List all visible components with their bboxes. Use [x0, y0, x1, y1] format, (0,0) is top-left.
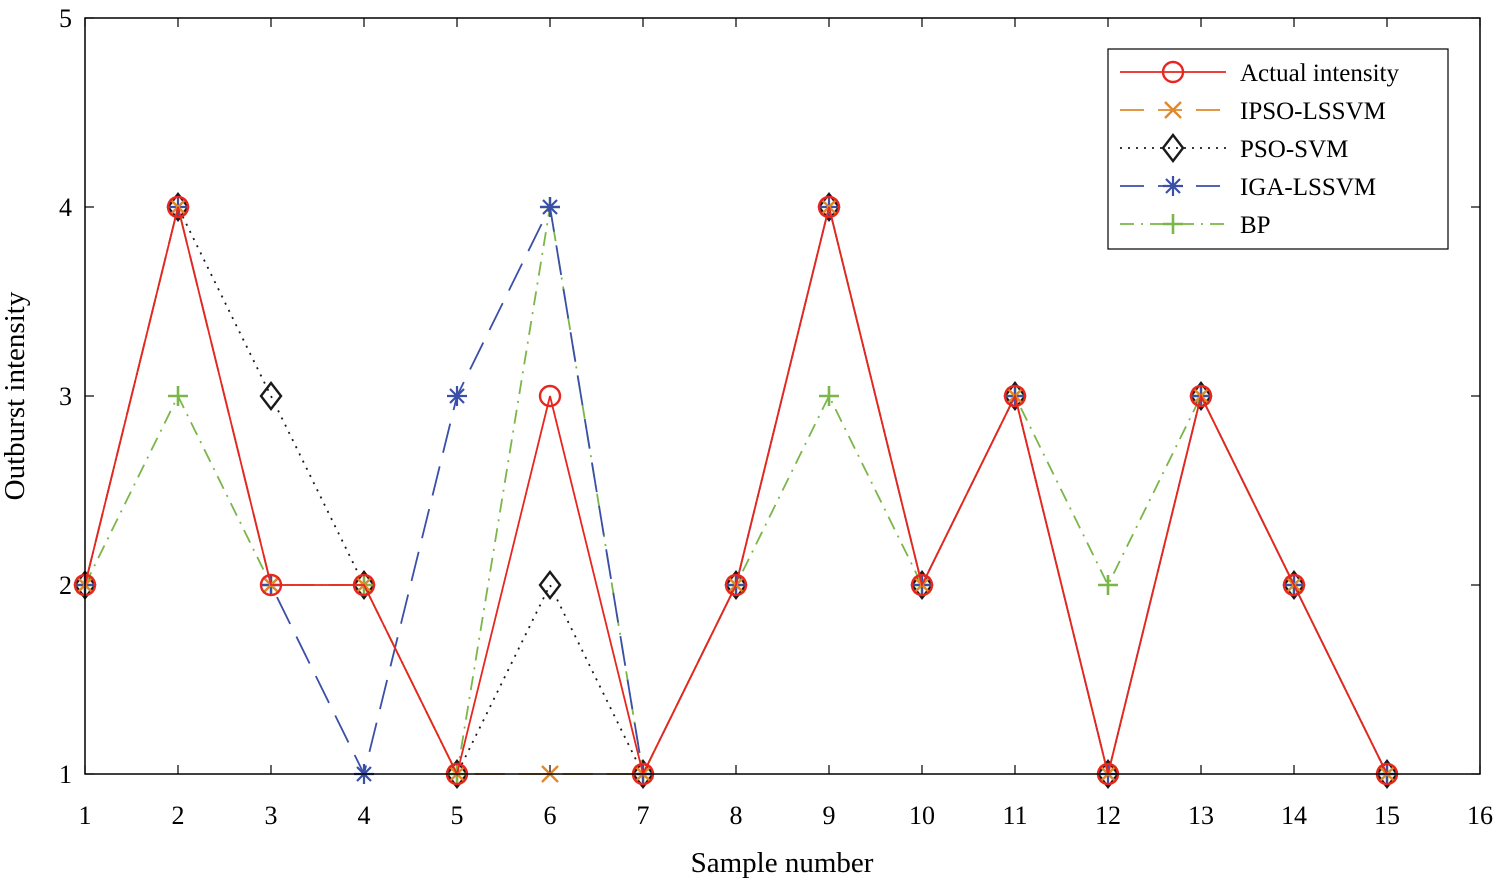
x-tick-label: 10	[909, 801, 935, 830]
y-tick-label: 3	[59, 382, 72, 411]
data-point	[1096, 759, 1120, 789]
data-point	[352, 573, 376, 597]
x-tick-label: 9	[823, 801, 836, 830]
data-point	[1282, 570, 1306, 600]
data-point	[817, 195, 841, 219]
data-point	[166, 195, 190, 219]
data-point	[447, 386, 467, 406]
legend: Actual intensity IPSO-LSSVM PSO-SVM IGA-LSS…	[1107, 48, 1449, 250]
legend-label: IGA-LSSVM	[1240, 174, 1376, 201]
y-tick-label: 2	[59, 571, 72, 600]
data-point	[538, 384, 562, 408]
x-tick-label: 13	[1188, 801, 1214, 830]
plot-frame	[84, 17, 1481, 775]
data-point	[166, 192, 190, 222]
x-tick-label: 11	[1002, 801, 1027, 830]
data-point	[168, 386, 188, 406]
legend-marker	[1161, 133, 1185, 163]
x-tick-label: 2	[172, 801, 185, 830]
data-point	[910, 573, 934, 597]
data-point	[724, 573, 748, 597]
data-point	[724, 570, 748, 600]
y-tick-label: 4	[59, 193, 72, 222]
data-point	[817, 192, 841, 222]
legend-item: Actual intensity	[1120, 60, 1399, 87]
x-tick-label: 16	[1467, 801, 1493, 830]
data-point	[1003, 381, 1027, 411]
legend-label: Actual intensity	[1240, 60, 1399, 87]
data-point	[910, 570, 934, 600]
legend-marker	[1163, 176, 1183, 196]
x-tick-label: 6	[544, 801, 557, 830]
data-point	[352, 570, 376, 600]
data-point	[819, 386, 839, 406]
x-tick-label: 15	[1374, 801, 1400, 830]
legend-item: PSO-SVM	[1120, 133, 1348, 163]
data-point	[1003, 384, 1027, 408]
x-tick-label: 12	[1095, 801, 1121, 830]
legend-label: PSO-SVM	[1240, 136, 1348, 163]
series-line	[84, 206, 1388, 777]
legend-marker	[1163, 214, 1183, 234]
data-point	[259, 381, 283, 411]
legend-marker	[1164, 101, 1182, 119]
data-point	[631, 759, 655, 789]
data-point	[445, 759, 469, 789]
x-tick-label: 14	[1281, 801, 1307, 830]
legend-marker	[1161, 60, 1185, 84]
data-point	[1189, 381, 1213, 411]
data-point	[1189, 384, 1213, 408]
data-point	[1282, 573, 1306, 597]
x-axis-label: Sample number	[691, 847, 874, 879]
series-pso-svm	[73, 192, 1399, 789]
data-point	[1375, 759, 1399, 789]
y-axis-label: Outburst intensity	[0, 291, 31, 500]
x-tick-label: 7	[637, 801, 650, 830]
data-point	[540, 197, 560, 217]
legend-item: IPSO-LSSVM	[1120, 98, 1386, 125]
data-point	[259, 573, 283, 597]
legend-item: BP	[1120, 212, 1271, 239]
x-tick-label: 5	[451, 801, 464, 830]
y-tick-label: 5	[59, 4, 72, 33]
data-point	[1098, 575, 1118, 595]
x-tick-label: 1	[79, 801, 92, 830]
legend-label: IPSO-LSSVM	[1240, 98, 1386, 125]
x-tick-label: 4	[358, 801, 371, 830]
legend-label: BP	[1240, 212, 1271, 239]
legend-item: IGA-LSSVM	[1120, 174, 1376, 201]
x-tick-label: 3	[265, 801, 278, 830]
data-point	[538, 570, 562, 600]
y-tick-label: 1	[59, 760, 72, 789]
x-tick-label: 8	[730, 801, 743, 830]
